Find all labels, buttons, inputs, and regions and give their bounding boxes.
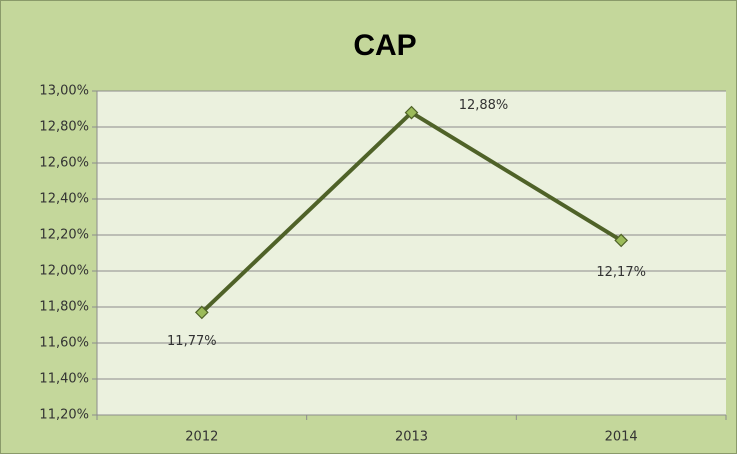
y-tick-label: 12,20%	[39, 228, 89, 243]
y-tick-label: 11,60%	[39, 336, 89, 351]
data-point	[404, 105, 419, 120]
y-tick-label: 12,00%	[39, 264, 89, 279]
y-tick-label: 13,00%	[39, 84, 89, 99]
chart-title: CAP	[353, 29, 416, 62]
y-tick-label: 11,80%	[39, 300, 89, 315]
data-point	[614, 233, 629, 248]
y-tick-label: 11,20%	[39, 408, 89, 423]
x-tick-label: 2014	[605, 430, 638, 445]
y-tick-label: 12,40%	[39, 192, 89, 207]
data-label: 12,17%	[596, 265, 646, 280]
plot-area	[97, 91, 726, 415]
y-tick-label: 12,60%	[39, 156, 89, 171]
y-tick-label: 11,40%	[39, 372, 89, 387]
x-tick-label: 2012	[185, 430, 218, 445]
data-point	[194, 305, 209, 320]
y-tick-label: 12,80%	[39, 120, 89, 135]
x-tick-label: 2013	[395, 430, 428, 445]
data-label: 11,77%	[167, 334, 217, 349]
data-label: 12,88%	[459, 98, 509, 113]
